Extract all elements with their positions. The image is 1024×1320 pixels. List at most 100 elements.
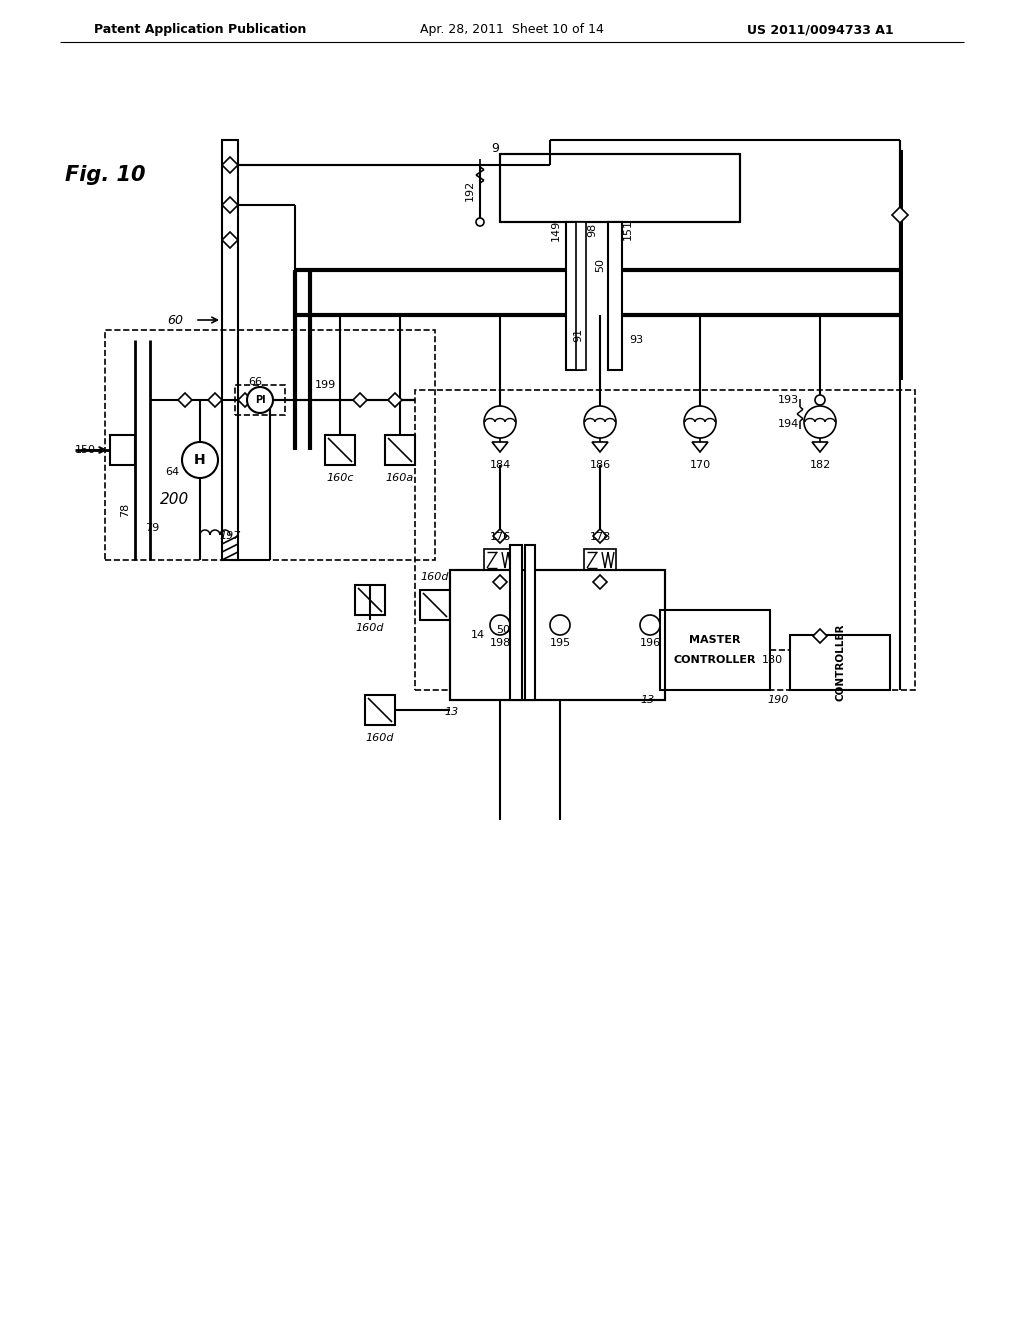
Circle shape bbox=[684, 407, 716, 438]
Text: 50: 50 bbox=[496, 624, 510, 635]
Text: 13: 13 bbox=[444, 708, 459, 717]
Polygon shape bbox=[353, 393, 367, 407]
Bar bbox=[575, 222, 586, 370]
Text: Apr. 28, 2011  Sheet 10 of 14: Apr. 28, 2011 Sheet 10 of 14 bbox=[420, 24, 604, 37]
Text: 9: 9 bbox=[492, 141, 499, 154]
Text: 160a: 160a bbox=[386, 473, 414, 483]
Text: 160d: 160d bbox=[355, 623, 384, 634]
Polygon shape bbox=[692, 442, 708, 451]
Polygon shape bbox=[493, 529, 507, 543]
Polygon shape bbox=[222, 157, 238, 173]
Text: MASTER: MASTER bbox=[689, 635, 740, 645]
Bar bbox=[584, 549, 616, 572]
Text: 160d: 160d bbox=[366, 733, 394, 743]
Bar bbox=[900, 150, 903, 380]
Bar bbox=[790, 635, 890, 690]
Bar bbox=[510, 545, 522, 700]
Bar bbox=[608, 222, 622, 370]
Text: 60: 60 bbox=[167, 314, 183, 326]
Bar bbox=[525, 545, 535, 700]
Polygon shape bbox=[493, 576, 507, 589]
Bar bbox=[234, 385, 285, 414]
Bar bbox=[325, 436, 355, 465]
Text: 64: 64 bbox=[165, 467, 179, 477]
Text: 200: 200 bbox=[161, 492, 189, 507]
Bar bbox=[500, 154, 740, 222]
Text: 151: 151 bbox=[623, 219, 633, 240]
Circle shape bbox=[247, 387, 273, 413]
Text: H: H bbox=[195, 453, 206, 467]
Circle shape bbox=[476, 218, 484, 226]
Bar bbox=[566, 222, 582, 370]
Text: 170: 170 bbox=[689, 459, 711, 470]
Bar bbox=[385, 436, 415, 465]
Text: 50: 50 bbox=[595, 257, 605, 272]
Text: 195: 195 bbox=[550, 638, 570, 648]
Text: 197: 197 bbox=[219, 531, 241, 541]
Polygon shape bbox=[812, 442, 828, 451]
Circle shape bbox=[490, 615, 510, 635]
Text: 192: 192 bbox=[465, 180, 475, 201]
Bar bbox=[222, 140, 238, 560]
Circle shape bbox=[182, 442, 218, 478]
Bar bbox=[365, 696, 395, 725]
Text: CONTROLLER: CONTROLLER bbox=[835, 624, 845, 701]
Text: Patent Application Publication: Patent Application Publication bbox=[94, 24, 306, 37]
Polygon shape bbox=[593, 529, 607, 543]
Text: 180: 180 bbox=[762, 655, 782, 665]
Circle shape bbox=[484, 407, 516, 438]
Text: 194: 194 bbox=[777, 418, 799, 429]
Bar bbox=[450, 570, 665, 700]
Text: 150: 150 bbox=[75, 445, 95, 455]
Text: Fig. 10: Fig. 10 bbox=[65, 165, 145, 185]
Text: 93: 93 bbox=[629, 335, 643, 345]
Bar bbox=[355, 585, 385, 615]
Circle shape bbox=[640, 615, 660, 635]
Bar bbox=[420, 590, 450, 620]
Text: 149: 149 bbox=[551, 219, 561, 240]
Text: PI: PI bbox=[255, 395, 265, 405]
Text: 198: 198 bbox=[489, 638, 511, 648]
Circle shape bbox=[550, 615, 570, 635]
Text: 178: 178 bbox=[590, 532, 610, 543]
Text: 186: 186 bbox=[590, 459, 610, 470]
Text: 190: 190 bbox=[767, 696, 788, 705]
Circle shape bbox=[815, 395, 825, 405]
Bar bbox=[450, 570, 665, 700]
Text: 79: 79 bbox=[144, 523, 159, 533]
Text: 78: 78 bbox=[120, 503, 130, 517]
Circle shape bbox=[804, 407, 836, 438]
Text: 184: 184 bbox=[489, 459, 511, 470]
Polygon shape bbox=[222, 197, 238, 213]
Text: 66: 66 bbox=[248, 378, 262, 387]
Bar bbox=[660, 610, 770, 690]
Bar bbox=[110, 436, 135, 465]
Text: 199: 199 bbox=[314, 380, 336, 389]
Text: 98: 98 bbox=[587, 223, 597, 238]
Bar bbox=[500, 154, 740, 222]
Polygon shape bbox=[208, 393, 222, 407]
Polygon shape bbox=[388, 393, 402, 407]
Text: 14: 14 bbox=[471, 630, 485, 640]
Bar bbox=[484, 549, 516, 572]
Polygon shape bbox=[238, 393, 252, 407]
Polygon shape bbox=[592, 442, 608, 451]
Text: 13: 13 bbox=[641, 696, 655, 705]
Circle shape bbox=[584, 407, 616, 438]
Bar bbox=[415, 389, 915, 690]
Text: 160c: 160c bbox=[327, 473, 353, 483]
Text: CONTROLLER: CONTROLLER bbox=[674, 655, 757, 665]
Polygon shape bbox=[178, 393, 193, 407]
Polygon shape bbox=[892, 207, 908, 223]
Polygon shape bbox=[813, 630, 827, 643]
Text: 193: 193 bbox=[777, 395, 799, 405]
Text: 176: 176 bbox=[489, 532, 511, 543]
Text: 182: 182 bbox=[809, 459, 830, 470]
Text: 160d: 160d bbox=[421, 572, 450, 582]
Bar bbox=[804, 649, 836, 671]
Bar bbox=[105, 330, 435, 560]
Text: 91: 91 bbox=[573, 327, 583, 342]
Text: US 2011/0094733 A1: US 2011/0094733 A1 bbox=[746, 24, 893, 37]
Polygon shape bbox=[222, 232, 238, 248]
Text: 196: 196 bbox=[639, 638, 660, 648]
